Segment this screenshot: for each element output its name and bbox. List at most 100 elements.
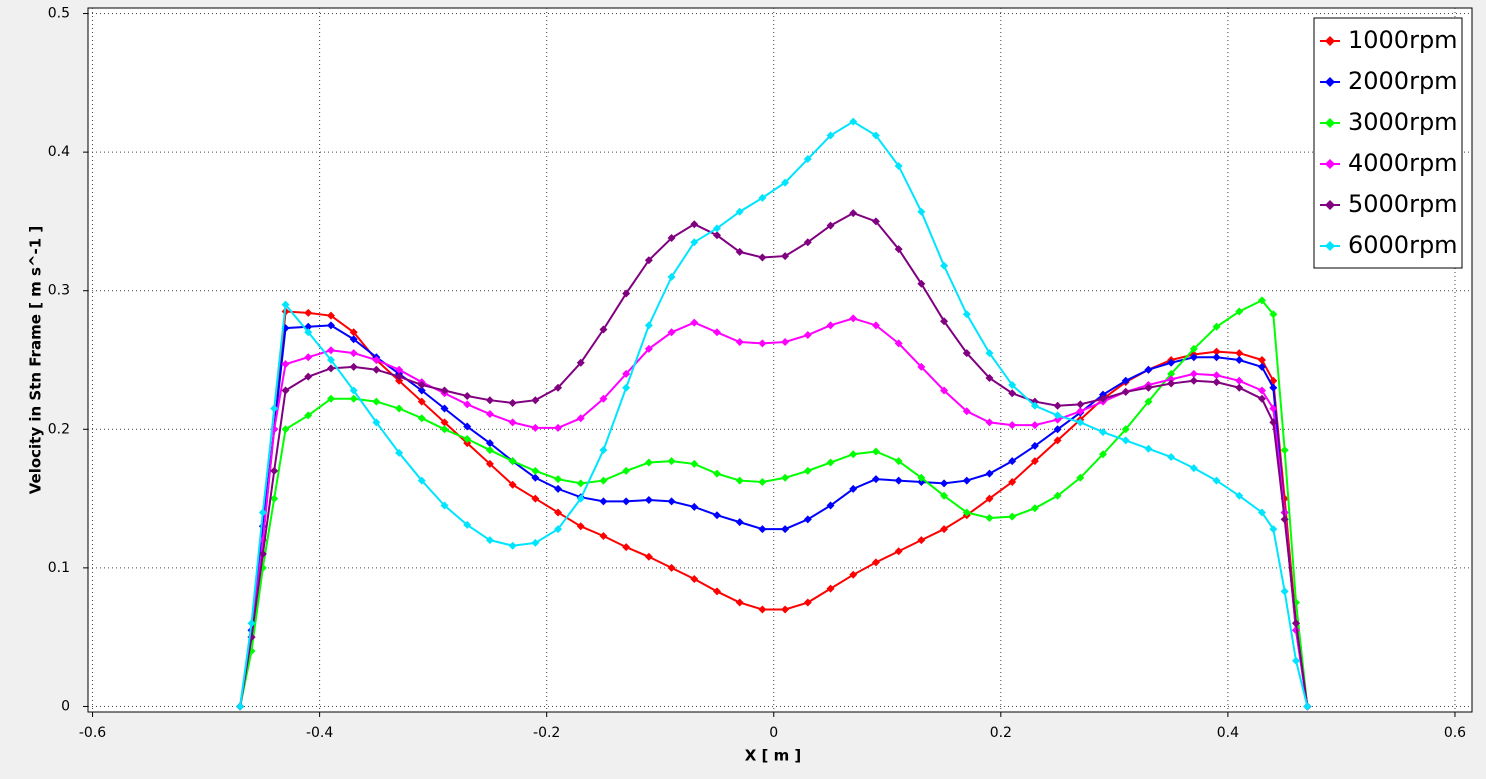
legend-label: 2000rpm bbox=[1348, 67, 1458, 95]
data-point bbox=[871, 558, 880, 567]
data-point bbox=[1257, 296, 1266, 305]
data-point bbox=[917, 536, 926, 545]
data-point bbox=[1257, 362, 1266, 371]
data-point bbox=[440, 425, 449, 434]
data-point bbox=[667, 234, 676, 243]
data-point bbox=[826, 221, 835, 230]
data-point bbox=[463, 434, 472, 443]
data-point bbox=[962, 349, 971, 358]
data-point bbox=[1212, 353, 1221, 362]
data-point bbox=[1053, 491, 1062, 500]
data-point bbox=[894, 339, 903, 348]
data-point bbox=[1053, 415, 1062, 424]
data-point bbox=[1053, 411, 1062, 420]
data-point bbox=[940, 261, 949, 270]
data-point bbox=[554, 484, 563, 493]
data-point bbox=[1144, 397, 1153, 406]
legend-marker bbox=[1325, 200, 1335, 210]
data-point bbox=[849, 570, 858, 579]
x-tick-label: 0.4 bbox=[1217, 725, 1239, 741]
data-point bbox=[417, 414, 426, 423]
data-point bbox=[1269, 404, 1278, 413]
data-point bbox=[349, 349, 358, 358]
data-point bbox=[894, 161, 903, 170]
data-point bbox=[735, 518, 744, 527]
data-point bbox=[1030, 441, 1039, 450]
data-point bbox=[531, 466, 540, 475]
data-point bbox=[781, 525, 790, 534]
data-point bbox=[1053, 436, 1062, 445]
data-point bbox=[1030, 421, 1039, 430]
data-point bbox=[803, 238, 812, 247]
data-point bbox=[417, 380, 426, 389]
data-point bbox=[326, 394, 335, 403]
data-point bbox=[826, 321, 835, 330]
data-point bbox=[326, 321, 335, 330]
series-line bbox=[239, 310, 1309, 707]
data-point bbox=[849, 209, 858, 218]
data-point bbox=[1235, 491, 1244, 500]
data-point bbox=[372, 397, 381, 406]
data-point bbox=[554, 423, 563, 432]
data-point bbox=[667, 497, 676, 506]
data-point bbox=[1121, 425, 1130, 434]
data-point bbox=[395, 376, 404, 385]
x-tick-label: 0 bbox=[769, 725, 778, 741]
data-point bbox=[712, 511, 721, 520]
data-point bbox=[758, 193, 767, 202]
data-point bbox=[463, 400, 472, 409]
data-point bbox=[372, 365, 381, 374]
data-point bbox=[1292, 619, 1301, 628]
data-point bbox=[940, 525, 949, 534]
legend-label: 6000rpm bbox=[1348, 231, 1458, 259]
data-point bbox=[554, 383, 563, 392]
data-point bbox=[985, 469, 994, 478]
data-point bbox=[622, 497, 631, 506]
data-point bbox=[372, 356, 381, 364]
data-point bbox=[1076, 418, 1085, 427]
data-point bbox=[599, 446, 608, 455]
data-point bbox=[622, 383, 631, 392]
x-tick-label: -0.4 bbox=[306, 725, 333, 741]
legend-box bbox=[1313, 17, 1463, 269]
data-point bbox=[667, 272, 676, 281]
data-point bbox=[508, 457, 517, 466]
data-point bbox=[826, 131, 835, 140]
data-point bbox=[917, 362, 926, 371]
data-point bbox=[576, 479, 585, 488]
data-point bbox=[917, 279, 926, 288]
data-point bbox=[644, 256, 653, 265]
data-point bbox=[1257, 386, 1266, 395]
data-point bbox=[304, 308, 313, 317]
data-point bbox=[1144, 444, 1153, 453]
data-point bbox=[871, 217, 880, 226]
data-point bbox=[531, 423, 540, 432]
legend-label: 3000rpm bbox=[1348, 108, 1458, 136]
data-point bbox=[781, 252, 790, 261]
data-point bbox=[463, 520, 472, 529]
data-point bbox=[417, 386, 426, 395]
data-point bbox=[440, 404, 449, 413]
y-tick-label: 0.2 bbox=[48, 421, 70, 437]
data-point bbox=[985, 418, 994, 427]
data-point bbox=[1280, 515, 1289, 524]
data-point bbox=[690, 574, 699, 583]
data-point bbox=[1030, 457, 1039, 466]
data-point bbox=[417, 476, 426, 485]
data-point bbox=[1008, 421, 1017, 430]
data-point bbox=[1144, 365, 1153, 374]
data-point bbox=[1235, 376, 1244, 385]
data-point bbox=[871, 321, 880, 330]
data-point bbox=[962, 508, 971, 517]
data-point bbox=[281, 425, 290, 434]
data-point bbox=[1076, 400, 1085, 409]
legend-label: 1000rpm bbox=[1348, 26, 1458, 54]
x-tick-label: 0.6 bbox=[1444, 725, 1466, 741]
data-point bbox=[576, 414, 585, 423]
data-point bbox=[1030, 401, 1039, 410]
data-point bbox=[1292, 656, 1301, 665]
data-point bbox=[644, 495, 653, 504]
data-point bbox=[781, 337, 790, 346]
data-point bbox=[644, 458, 653, 467]
data-point bbox=[599, 476, 608, 485]
